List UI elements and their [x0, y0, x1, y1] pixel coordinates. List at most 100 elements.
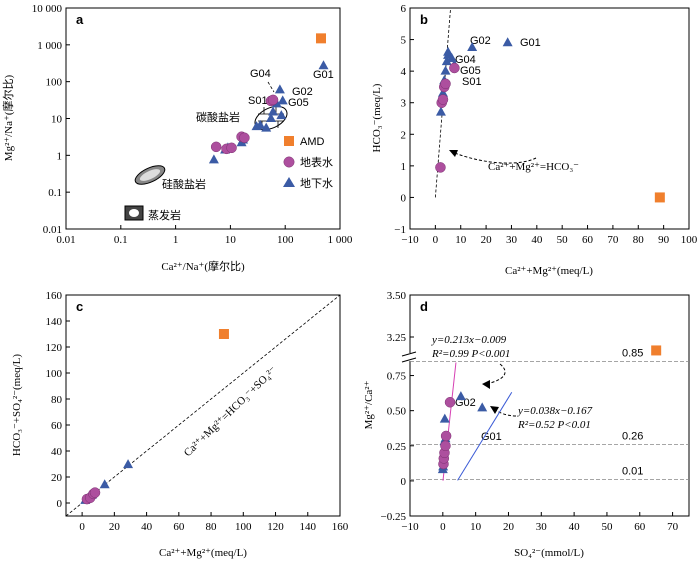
- legend-amd-marker: [284, 136, 294, 146]
- panel-b-ground-point-4: [441, 56, 452, 66]
- label-b-g05: G05: [460, 65, 481, 77]
- panel-c-xlabel: Ca²⁺+Mg²⁺(meq/L): [159, 547, 247, 559]
- panel-d-refline-label-2: 0.01: [622, 465, 643, 477]
- panel-a-ground-point-6: [255, 119, 266, 129]
- panel-b-ytick-label-5: 4: [401, 66, 407, 78]
- panel-c-ytick-label-1: 20: [51, 472, 63, 484]
- panel-c-ytick-label-5: 100: [46, 368, 63, 380]
- label-s01: S01: [248, 95, 268, 107]
- panel-c-ground-point-3: [99, 479, 110, 489]
- panel-a-xtick-label-0: 0.01: [56, 234, 75, 246]
- panel-a-ytick-label-3: 10: [51, 114, 63, 126]
- panel-d-refline-label-0: 0.85: [622, 348, 643, 360]
- legend-ground-marker: [283, 177, 295, 187]
- panel-c-xtick-label-5: 100: [235, 521, 252, 533]
- panel-a-ground-point-7: [261, 122, 272, 132]
- panel-a-surface-point-6: [267, 94, 279, 106]
- panel-c-xtick-label-6: 120: [267, 521, 284, 533]
- panel-a-ytick-label-1: 0.1: [48, 187, 62, 199]
- panel-c-amd-point-0: [218, 329, 229, 339]
- panel-d-refline-label-1: 0.26: [622, 430, 643, 442]
- panel-d-surface-point-5: [444, 396, 456, 408]
- c-annotation: Ca²⁺+Mg²⁺=HCO₃⁻+SO₄²⁻: [182, 364, 280, 459]
- panel-a-ytick-label-4: 100: [46, 77, 63, 89]
- panel-a-ground-point-9: [268, 106, 279, 116]
- panel-d-ground-point-5: [439, 413, 450, 423]
- panel-b-ytick-label-6: 5: [401, 35, 407, 47]
- panel-b-xtick-label-1: 0: [433, 234, 439, 246]
- panel-d-xtick-label-4: 30: [536, 521, 548, 533]
- panel-d-ytick-label-1: 0: [401, 476, 407, 488]
- panel-d-xtick-label-3: 20: [503, 521, 515, 533]
- panel-c-xtick-label-8: 160: [332, 521, 349, 533]
- panel-d-xtick-label-1: 0: [440, 521, 446, 533]
- panel-b-ground-point-3: [440, 65, 451, 75]
- panel-b-surface-point-0: [435, 162, 446, 173]
- panel-c: c Ca²⁺+Mg²⁺(meq/L) HCO₃⁻+SO₄²⁻(meq/L) Ca…: [11, 290, 349, 559]
- panel-d-xtick-label-7: 60: [634, 521, 646, 533]
- panel-d-label: d: [420, 299, 428, 314]
- panel-c-xtick-label-4: 80: [206, 521, 218, 533]
- panel-b-ytick-label-0: −1: [394, 224, 406, 236]
- fit-ground-equation: y=0.038x−0.167: [517, 405, 593, 417]
- panel-b-frame: [409, 7, 690, 230]
- panel-d-xtick-label-5: 40: [569, 521, 581, 533]
- panel-b-ytick-label-7: 6: [401, 3, 407, 15]
- b-annotation-arrow: [451, 151, 537, 164]
- panel-c-frame: [65, 294, 341, 517]
- legend-surface-label: 地表水: [300, 155, 333, 169]
- panel-d-ytick-label-6: 3.50: [387, 290, 407, 302]
- fit-surface-equation: y=0.213x−0.009: [431, 334, 507, 346]
- panel-d-ylabel: Mg²⁺/Ca²⁺: [363, 380, 375, 429]
- panel-b-xtick-label-10: 90: [658, 234, 670, 246]
- panel-a-xlabel: Ca²⁺/Na⁺(摩尔比): [161, 259, 245, 273]
- panel-c-ytick-label-8: 160: [46, 290, 63, 302]
- panel-a-ground-point-8: [265, 113, 276, 122]
- panel-d-ytick-label-3: 0.50: [387, 406, 407, 418]
- panel-d-xtick-label-6: 50: [601, 521, 613, 533]
- fit-surface-stats: R²=0.99 P<0.001: [431, 348, 510, 360]
- panel-b-xtick-label-8: 70: [607, 234, 619, 246]
- legend-surface-marker: [283, 156, 295, 168]
- panel-c-surface-point-3: [89, 487, 101, 498]
- panel-d-surface-point-4: [440, 430, 452, 442]
- label-g04: G04: [250, 68, 271, 80]
- panel-a-ground-point-11: [274, 84, 285, 94]
- panel-b-xtick-label-9: 80: [633, 234, 645, 246]
- fit-surface-arrowhead: [482, 380, 490, 389]
- panel-c-xtick-label-7: 140: [300, 521, 317, 533]
- panel-b-surface-point-2: [437, 94, 449, 105]
- panel-b-xtick-label-0: −10: [401, 234, 419, 246]
- panel-b-ground-point-9: [467, 41, 478, 51]
- panel-c-ytick-label-4: 80: [51, 394, 63, 406]
- panel-d-ytick-label-0: −0.25: [381, 511, 407, 523]
- panel-b: b Ca²⁺+Mg²⁺(meq/L) HCO₃⁻(meq/L) G02 G01 …: [371, 3, 698, 277]
- fit-ground-arrowhead: [490, 406, 499, 414]
- legend-amd-label: AMD: [300, 136, 325, 148]
- panel-a-label: a: [76, 12, 84, 27]
- panel-a-xtick-label-1: 0.1: [114, 234, 128, 246]
- panel-b-ytick-label-2: 1: [401, 161, 407, 173]
- panel-c-xtick-label-1: 20: [109, 521, 121, 533]
- panel-b-ground-point-6: [443, 46, 454, 56]
- g04-leader: [267, 81, 275, 93]
- panel-b-surface-point-5: [449, 62, 460, 74]
- panel-d: d SO₄²⁻(mmol/L) Mg²⁺/Ca²⁺ G02 G01 y=0.21…: [363, 290, 690, 559]
- panel-a-surface-point-0: [210, 141, 222, 153]
- label-g01: G01: [313, 69, 334, 81]
- panel-a-ground-point-12: [276, 110, 287, 120]
- panel-b-xtick-label-11: 100: [681, 234, 698, 246]
- b-annotation: Ca²⁺+Mg²⁺=HCO₃⁻: [488, 161, 579, 173]
- panel-b-xtick-label-6: 50: [557, 234, 569, 246]
- region-evaporite: 蒸发岩: [148, 208, 181, 222]
- panel-a-xtick-label-2: 1: [173, 234, 179, 246]
- panel-d-amd-point-0: [651, 345, 662, 356]
- panel-d-xtick-label-2: 10: [470, 521, 482, 533]
- label-g05: G05: [288, 97, 309, 109]
- region-carbonate: 碳酸盐岩: [196, 110, 240, 124]
- panel-b-xtick-label-4: 30: [506, 234, 518, 246]
- panel-a-ytick-label-6: 10 000: [32, 3, 63, 15]
- panel-c-ground-point-4: [123, 459, 134, 469]
- panel-c-ylabel: HCO₃⁻+SO₄²⁻(meq/L): [11, 354, 23, 456]
